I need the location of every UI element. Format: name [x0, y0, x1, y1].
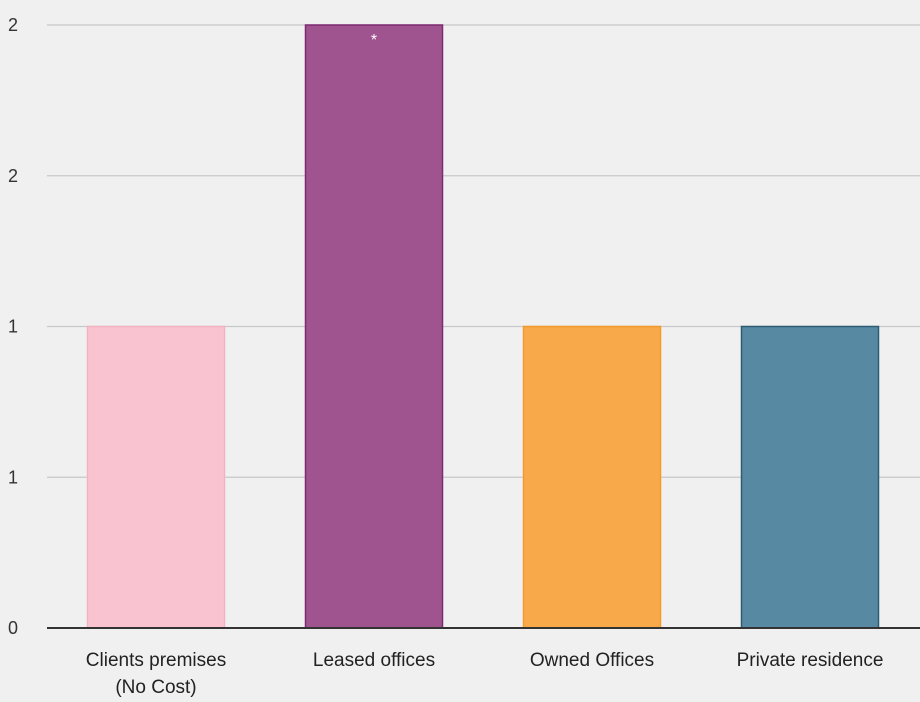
x-category-label: Clients premises (No Cost) [86, 650, 226, 698]
y-tick-label: 2 [8, 166, 18, 186]
x-category-label: Private residence [737, 650, 884, 671]
bar-annotations: * [371, 32, 377, 49]
bar[interactable] [522, 325, 662, 629]
bar[interactable] [740, 325, 880, 629]
y-axis-tick-labels: 0 1 1 2 2 [8, 15, 18, 638]
y-tick-label: 2 [8, 15, 18, 35]
y-tick-label: 1 [8, 317, 18, 337]
x-category-label: Owned Offices [530, 650, 654, 671]
x-category-label: Leased offices [313, 650, 435, 671]
bar[interactable] [304, 24, 444, 629]
x-axis-category-labels: Clients premises (No Cost) Leased offices O… [86, 650, 884, 698]
y-tick-label: 1 [8, 467, 18, 487]
bar-annotation: * [371, 32, 377, 49]
y-tick-label: 0 [8, 618, 18, 638]
bar[interactable] [86, 325, 226, 629]
